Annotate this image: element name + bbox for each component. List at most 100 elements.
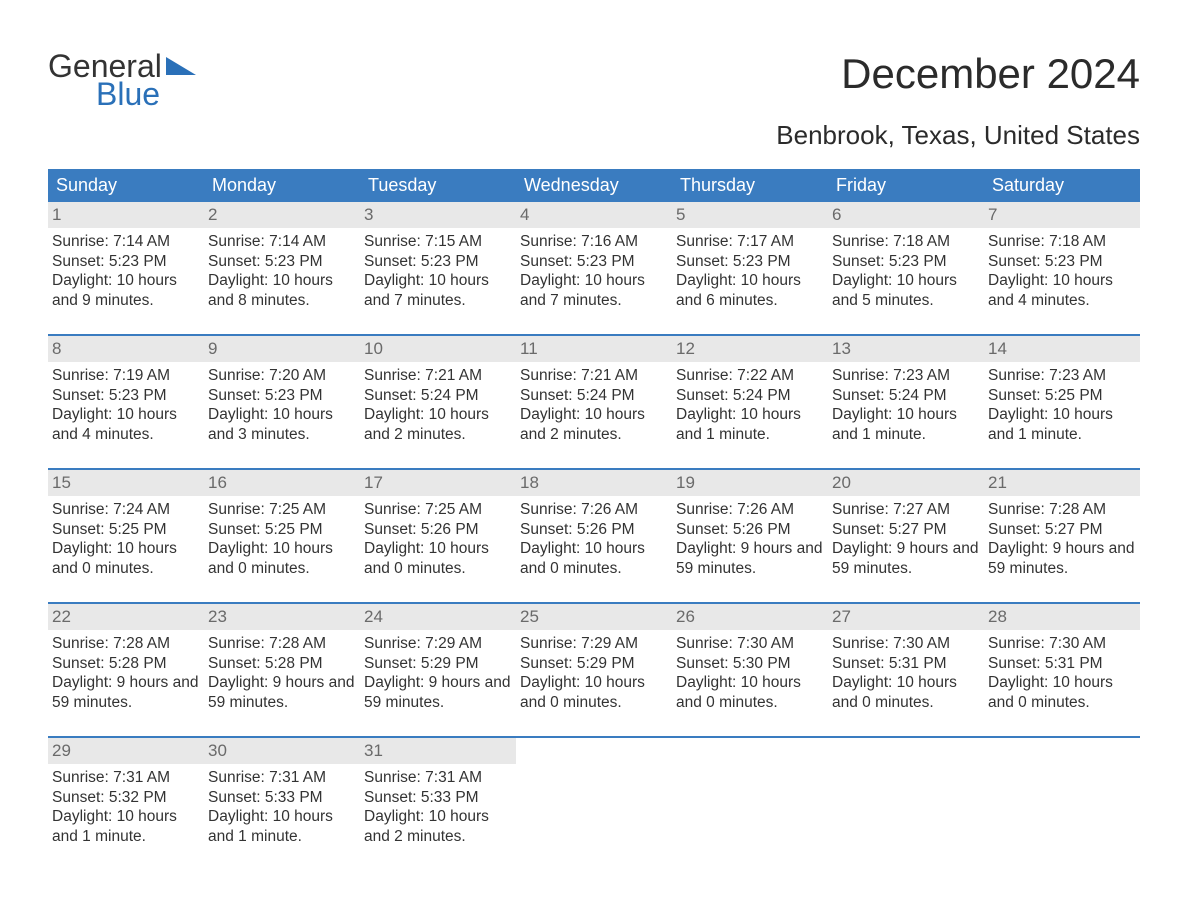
location-subtitle: Benbrook, Texas, United States	[48, 120, 1140, 151]
daylight-line: Daylight: 10 hours and 5 minutes.	[832, 271, 980, 311]
day-number: 18	[516, 470, 672, 496]
sunrise-line: Sunrise: 7:27 AM	[832, 500, 980, 520]
calendar-week: 8Sunrise: 7:19 AMSunset: 5:23 PMDaylight…	[48, 334, 1140, 454]
sunrise-line: Sunrise: 7:23 AM	[988, 366, 1136, 386]
weekday-header: Monday	[204, 169, 360, 202]
calendar-week: 22Sunrise: 7:28 AMSunset: 5:28 PMDayligh…	[48, 602, 1140, 722]
sunset-line: Sunset: 5:25 PM	[988, 386, 1136, 406]
calendar-day: 3Sunrise: 7:15 AMSunset: 5:23 PMDaylight…	[360, 202, 516, 320]
day-number: 16	[204, 470, 360, 496]
daylight-line: Daylight: 10 hours and 7 minutes.	[520, 271, 668, 311]
month-title: December 2024	[841, 50, 1140, 98]
calendar-day-empty	[984, 738, 1140, 856]
sunset-line: Sunset: 5:23 PM	[988, 252, 1136, 272]
sunset-line: Sunset: 5:32 PM	[52, 788, 200, 808]
sunrise-line: Sunrise: 7:25 AM	[208, 500, 356, 520]
day-number: 10	[360, 336, 516, 362]
sunrise-line: Sunrise: 7:31 AM	[208, 768, 356, 788]
weekday-header: Sunday	[48, 169, 204, 202]
sunset-line: Sunset: 5:28 PM	[52, 654, 200, 674]
weekday-header: Thursday	[672, 169, 828, 202]
day-number: 11	[516, 336, 672, 362]
calendar-day: 19Sunrise: 7:26 AMSunset: 5:26 PMDayligh…	[672, 470, 828, 588]
sunset-line: Sunset: 5:24 PM	[364, 386, 512, 406]
sunrise-line: Sunrise: 7:14 AM	[208, 232, 356, 252]
day-number: 2	[204, 202, 360, 228]
day-number: 1	[48, 202, 204, 228]
daylight-line: Daylight: 10 hours and 1 minute.	[832, 405, 980, 445]
title-block: December 2024	[841, 50, 1140, 98]
daylight-line: Daylight: 10 hours and 0 minutes.	[364, 539, 512, 579]
daylight-line: Daylight: 10 hours and 0 minutes.	[52, 539, 200, 579]
calendar-day: 7Sunrise: 7:18 AMSunset: 5:23 PMDaylight…	[984, 202, 1140, 320]
day-number: 22	[48, 604, 204, 630]
calendar-day: 13Sunrise: 7:23 AMSunset: 5:24 PMDayligh…	[828, 336, 984, 454]
sunset-line: Sunset: 5:25 PM	[52, 520, 200, 540]
daylight-line: Daylight: 10 hours and 1 minute.	[676, 405, 824, 445]
daylight-line: Daylight: 10 hours and 4 minutes.	[988, 271, 1136, 311]
sunset-line: Sunset: 5:24 PM	[520, 386, 668, 406]
sunset-line: Sunset: 5:23 PM	[208, 252, 356, 272]
daylight-line: Daylight: 10 hours and 7 minutes.	[364, 271, 512, 311]
calendar-day: 31Sunrise: 7:31 AMSunset: 5:33 PMDayligh…	[360, 738, 516, 856]
weekday-header-row: SundayMondayTuesdayWednesdayThursdayFrid…	[48, 169, 1140, 202]
day-number: 4	[516, 202, 672, 228]
day-number: 20	[828, 470, 984, 496]
sunrise-line: Sunrise: 7:16 AM	[520, 232, 668, 252]
sunrise-line: Sunrise: 7:25 AM	[364, 500, 512, 520]
sunrise-line: Sunrise: 7:15 AM	[364, 232, 512, 252]
sunrise-line: Sunrise: 7:20 AM	[208, 366, 356, 386]
day-number: 15	[48, 470, 204, 496]
day-number: 26	[672, 604, 828, 630]
weekday-header: Wednesday	[516, 169, 672, 202]
sunset-line: Sunset: 5:27 PM	[988, 520, 1136, 540]
daylight-line: Daylight: 10 hours and 9 minutes.	[52, 271, 200, 311]
calendar-day: 30Sunrise: 7:31 AMSunset: 5:33 PMDayligh…	[204, 738, 360, 856]
calendar-week: 29Sunrise: 7:31 AM Sunset: 5:32 PM Dayligh…	[48, 736, 1140, 856]
calendar-day: 18Sunrise: 7:26 AMSunset: 5:26 PMDayligh…	[516, 470, 672, 588]
daylight-line: Daylight: 10 hours and 0 minutes.	[832, 673, 980, 713]
day-number: 21	[984, 470, 1140, 496]
daylight-line: Daylight: 10 hours and 0 minutes.	[520, 673, 668, 713]
daylight-line: Daylight: 10 hours and 0 minutes.	[988, 673, 1136, 713]
day-number: 24	[360, 604, 516, 630]
calendar-day-empty	[516, 738, 672, 856]
daylight-line: Daylight: 10 hours and 0 minutes.	[676, 673, 824, 713]
calendar-day: 14Sunrise: 7:23 AMSunset: 5:25 PMDayligh…	[984, 336, 1140, 454]
calendar-day: 29Sunrise: 7:31 AMSunset: 5:32 PMDayligh…	[48, 738, 204, 856]
day-number: 13	[828, 336, 984, 362]
sunset-line: Sunset: 5:23 PM	[52, 252, 200, 272]
calendar-day: 25Sunrise: 7:29 AMSunset: 5:29 PMDayligh…	[516, 604, 672, 722]
daylight-line: Daylight: 10 hours and 2 minutes.	[520, 405, 668, 445]
day-number: 7	[984, 202, 1140, 228]
daylight-line: Daylight: 10 hours and 2 minutes.	[364, 405, 512, 445]
sunset-line: Sunset: 5:31 PM	[988, 654, 1136, 674]
daylight-line: Daylight: 10 hours and 0 minutes.	[208, 539, 356, 579]
sunrise-line: Sunrise: 7:14 AM	[52, 232, 200, 252]
sunrise-line: Sunrise: 7:26 AM	[520, 500, 668, 520]
logo-triangle-icon	[166, 57, 196, 77]
sunset-line: Sunset: 5:30 PM	[676, 654, 824, 674]
calendar-day: 20Sunrise: 7:27 AMSunset: 5:27 PMDayligh…	[828, 470, 984, 588]
sunrise-line: Sunrise: 7:24 AM	[52, 500, 200, 520]
day-number: 29	[48, 738, 204, 764]
sunrise-line: Sunrise: 7:28 AM	[52, 634, 200, 654]
sunset-line: Sunset: 5:23 PM	[520, 252, 668, 272]
daylight-line: Daylight: 10 hours and 1 minute.	[208, 807, 356, 847]
calendar-day-empty	[828, 738, 984, 856]
calendar-day: 17Sunrise: 7:25 AMSunset: 5:26 PMDayligh…	[360, 470, 516, 588]
daylight-line: Daylight: 10 hours and 4 minutes.	[52, 405, 200, 445]
calendar-day: 11Sunrise: 7:21 AMSunset: 5:24 PMDayligh…	[516, 336, 672, 454]
sunrise-line: Sunrise: 7:30 AM	[832, 634, 980, 654]
sunset-line: Sunset: 5:23 PM	[208, 386, 356, 406]
calendar-day: 1 Sunrise: 7:14 AMSunset: 5:23 PMDaylight…	[48, 202, 204, 320]
calendar-week: 1Sunrise: 7:14 AMSunset: 5:23 PMDaylight…	[48, 202, 1140, 320]
daylight-line: Daylight: 9 hours and 59 minutes.	[208, 673, 356, 713]
daylight-line: Daylight: 9 hours and 59 minutes.	[52, 673, 200, 713]
daylight-line: Daylight: 9 hours and 59 minutes.	[676, 539, 824, 579]
sunset-line: Sunset: 5:24 PM	[832, 386, 980, 406]
day-number: 25	[516, 604, 672, 630]
sunset-line: Sunset: 5:23 PM	[52, 386, 200, 406]
sunset-line: Sunset: 5:23 PM	[676, 252, 824, 272]
sunset-line: Sunset: 5:26 PM	[364, 520, 512, 540]
